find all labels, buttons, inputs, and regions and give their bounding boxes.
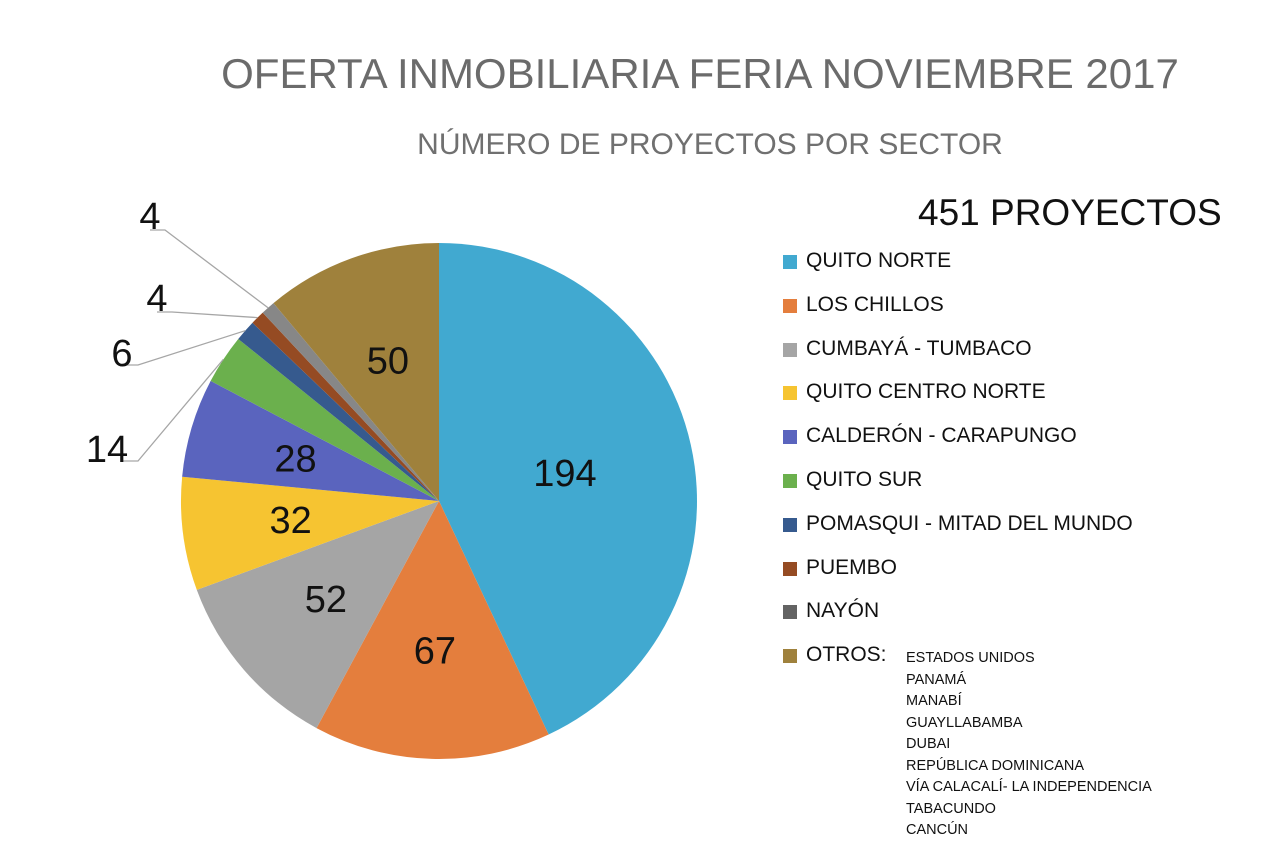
- legend-label: QUITO CENTRO NORTE: [806, 380, 1046, 404]
- pie-slice-7: [252, 312, 439, 501]
- legend-item: QUITO CENTRO NORTE: [783, 380, 1133, 424]
- legend-swatch: [783, 386, 797, 401]
- legend-item: CUMBAYÁ - TUMBACO: [783, 337, 1133, 381]
- data-label: 14: [86, 429, 128, 471]
- legend-label: LOS CHILLOS: [806, 292, 944, 316]
- data-label: 50: [367, 340, 409, 382]
- others-list-item: GUAYLLABAMBA: [906, 714, 1023, 731]
- total-projects-label: 451 PROYECTOS: [918, 192, 1222, 233]
- legend-item: QUITO SUR: [783, 468, 1133, 512]
- leader-line: [123, 330, 246, 366]
- data-label: 32: [269, 500, 311, 542]
- pie-slice-3: [181, 476, 439, 590]
- legend-item: LOS CHILLOS: [783, 293, 1133, 337]
- pie-slice-9: [273, 243, 439, 501]
- legend-swatch: [783, 473, 797, 488]
- pie-slice-8: [262, 303, 439, 501]
- others-list-item: CANCÚN: [906, 822, 969, 838]
- legend-label: CUMBAYÁ - TUMBACO: [806, 336, 1032, 360]
- others-list-item: ESTADOS UNIDOS: [906, 650, 1035, 666]
- others-list-item: DUBAI: [906, 736, 951, 752]
- others-list-item: VÍA CALACALÍ- LA INDEPENDENCIA: [906, 779, 1152, 795]
- legend-item: QUITO NORTE: [783, 249, 1133, 293]
- legend-label: OTROS:: [806, 643, 887, 667]
- legend-label: PUEMBO: [806, 555, 898, 579]
- legend-swatch: [783, 561, 797, 576]
- pie-slice-1: [316, 501, 549, 759]
- legend-label: QUITO NORTE: [806, 249, 952, 272]
- pie-slice-6: [238, 322, 439, 501]
- others-list-item: REPÚBLICA DOMINICANA: [906, 757, 1085, 774]
- legend-item: NAYÓN: [783, 599, 1133, 643]
- legend-item: POMASQUI - MITAD DEL MUNDO: [783, 512, 1133, 556]
- legend-swatch: [783, 255, 797, 269]
- legend-label: CALDERÓN - CARAPUNGO: [806, 424, 1077, 448]
- pie-slice-0: [439, 243, 697, 735]
- leader-line: [150, 229, 269, 309]
- legend-label: NAYÓN: [806, 599, 880, 623]
- leader-line: [157, 311, 258, 319]
- legend-item: CALDERÓN - CARAPUNGO: [783, 424, 1133, 468]
- legend-label: POMASQUI - MITAD DEL MUNDO: [806, 511, 1133, 535]
- legend-swatch: [783, 517, 797, 532]
- data-label: 4: [139, 196, 160, 238]
- legend-swatch: [783, 649, 797, 664]
- data-label: 6: [111, 333, 132, 375]
- legend: QUITO NORTE LOS CHILLOS CUMBAYÁ - TUMBACO Q…: [783, 249, 1133, 687]
- others-list-item: TABACUNDO: [906, 800, 996, 817]
- data-label: 28: [274, 438, 316, 480]
- pie-slice-4: [182, 380, 439, 501]
- data-label: 52: [305, 579, 347, 621]
- legend-swatch: [783, 298, 797, 313]
- legend-item: PUEMBO: [783, 556, 1133, 600]
- others-list-item: MANABÍ: [906, 693, 962, 709]
- chart-subtitle: NÚMERO DE PROYECTOS POR SECTOR: [417, 128, 1003, 161]
- others-list-item: PANAMÁ: [906, 671, 967, 688]
- data-label: 4: [146, 278, 167, 320]
- leader-line: [123, 358, 224, 462]
- pie-slice-5: [210, 338, 439, 501]
- legend-swatch: [783, 342, 797, 357]
- legend-swatch: [783, 430, 797, 445]
- others-list: ESTADOS UNIDOS PANAMÁ MANABÍ GUAYLLABAMBA DU…: [906, 648, 1152, 842]
- data-label: 67: [414, 631, 456, 673]
- legend-label: QUITO SUR: [806, 467, 923, 491]
- legend-item: OTROS:: [783, 643, 1133, 687]
- data-label: 194: [533, 453, 596, 495]
- pie-slice-2: [196, 501, 439, 729]
- chart-title: OFERTA INMOBILIARIA FERIA NOVIEMBRE 2017: [221, 50, 1179, 97]
- legend-swatch: [783, 605, 797, 620]
